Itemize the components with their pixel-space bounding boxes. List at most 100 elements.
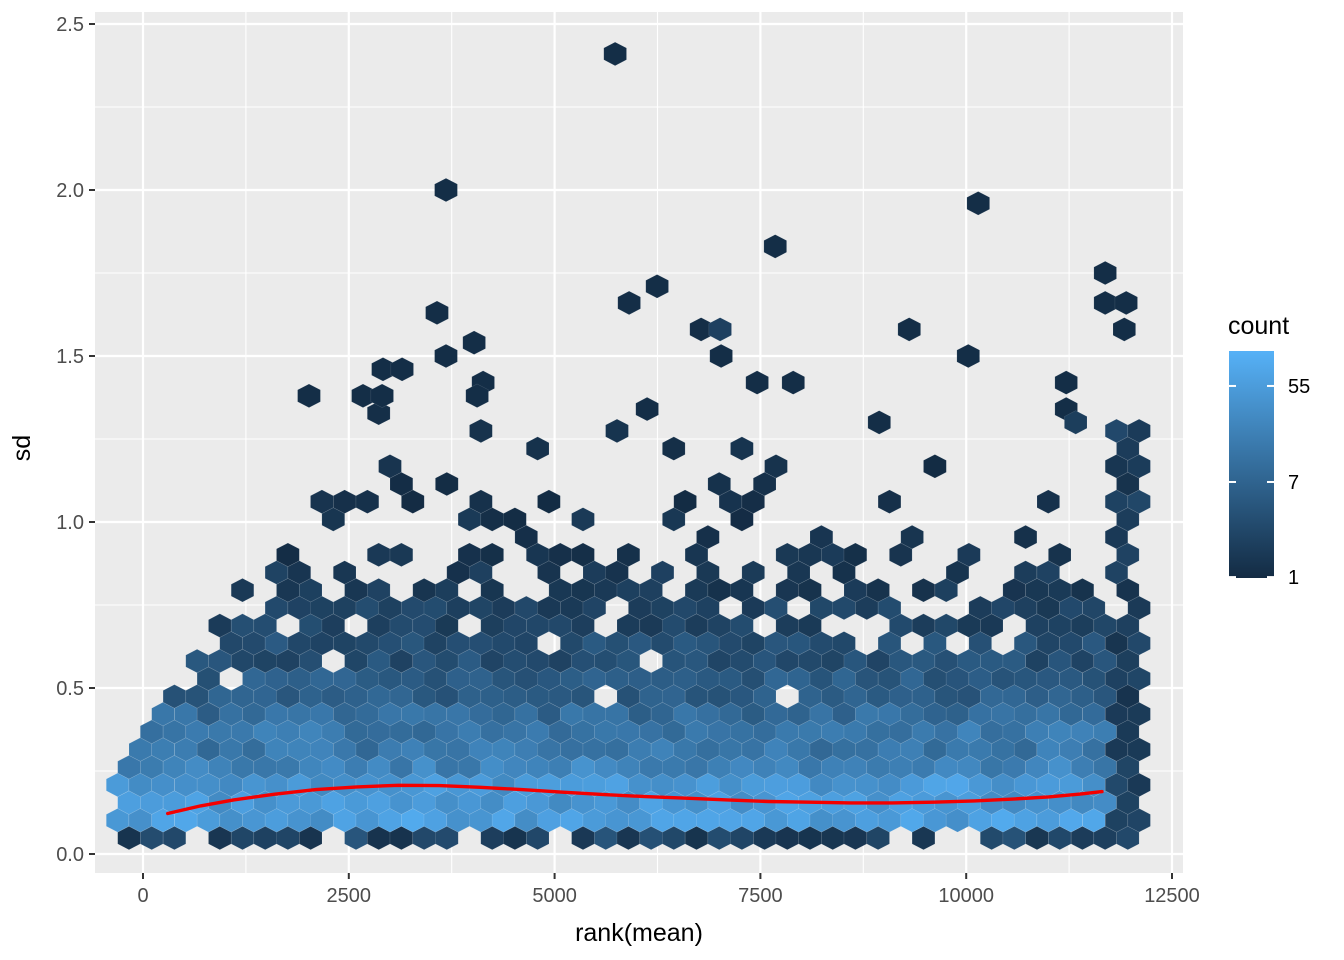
hex <box>378 454 402 479</box>
hex <box>897 317 921 342</box>
hex <box>809 524 834 550</box>
hex <box>525 436 550 461</box>
hex <box>390 357 414 382</box>
hex <box>709 343 733 369</box>
hex <box>707 471 731 497</box>
y-tick-label: 0.0 <box>56 844 84 866</box>
hex <box>1064 410 1088 435</box>
hex <box>1127 418 1151 444</box>
y-tick-label: 2.5 <box>56 14 84 36</box>
hex <box>1013 666 1038 691</box>
hex <box>866 578 890 603</box>
hex <box>1054 370 1078 395</box>
hex <box>389 542 414 567</box>
hex <box>276 542 300 567</box>
hex <box>741 560 765 585</box>
hex <box>843 542 868 567</box>
smooth-line <box>166 783 1104 816</box>
legend-tick-label: 1 <box>1288 567 1299 589</box>
hex <box>1112 317 1136 342</box>
hex <box>645 274 669 299</box>
hex <box>1013 701 1038 727</box>
hex <box>435 578 459 603</box>
legend-tick-label: 7 <box>1288 472 1299 494</box>
hex <box>650 560 675 585</box>
hex <box>106 808 130 833</box>
hex <box>1048 542 1072 567</box>
legend: count 55 7 1 <box>1228 312 1310 589</box>
y-tick-label: 1.0 <box>56 512 84 534</box>
hex <box>1036 489 1060 514</box>
hex <box>571 507 595 532</box>
x-tick-label: 12500 <box>1144 885 1200 907</box>
hex <box>934 578 958 603</box>
hex <box>297 383 321 408</box>
hex <box>366 401 391 426</box>
x-tick-label: 10000 <box>938 885 994 907</box>
hex <box>435 471 459 497</box>
hex <box>503 507 527 532</box>
hex <box>867 410 891 435</box>
x-tick-label: 2500 <box>327 885 372 907</box>
hex <box>877 489 902 514</box>
y-tick-label: 1.5 <box>56 346 84 368</box>
x-tick-label: 7500 <box>738 885 783 907</box>
hex <box>696 524 720 550</box>
legend-title: count <box>1228 312 1289 340</box>
hex <box>616 542 641 567</box>
hex <box>465 383 489 408</box>
x-axis-title: rank(mean) <box>575 919 703 947</box>
hex <box>462 330 486 355</box>
hex <box>366 578 391 603</box>
x-tick-label: 5000 <box>532 885 577 907</box>
hexbin-layer <box>106 41 1151 851</box>
y-tick-label: 2.0 <box>56 180 84 202</box>
hex <box>832 631 856 656</box>
hex <box>1114 290 1138 316</box>
y-axis-title: sd <box>8 435 36 461</box>
hex <box>1013 808 1038 833</box>
hex <box>230 578 255 603</box>
hex <box>332 560 357 585</box>
hex <box>730 436 754 461</box>
hex <box>480 578 504 603</box>
hex <box>1013 631 1038 656</box>
hex <box>151 701 175 727</box>
hex <box>434 343 458 369</box>
hex <box>1093 260 1117 286</box>
hex <box>185 648 209 674</box>
hex <box>764 595 788 621</box>
hex <box>745 370 769 395</box>
legend-tick-label: 55 <box>1288 376 1310 398</box>
hex <box>900 524 924 550</box>
hex <box>434 177 458 203</box>
legend-ticks <box>1229 384 1274 579</box>
hex <box>1036 560 1060 585</box>
hex <box>763 234 787 259</box>
hex <box>1082 595 1106 621</box>
x-tick-label: 0 <box>137 885 148 907</box>
hex <box>877 631 902 656</box>
axes: 0 2500 5000 7500 10000 12500 0.0 0.5 1.0 1.5 2.0 2.… <box>56 14 1200 907</box>
y-tick-label: 0.5 <box>56 678 84 700</box>
hex <box>480 542 504 567</box>
hex <box>708 317 732 342</box>
hex <box>425 300 449 325</box>
hex <box>106 772 130 798</box>
hex <box>1048 578 1072 603</box>
hex <box>370 383 394 408</box>
hex <box>635 396 659 422</box>
hex <box>956 343 980 369</box>
hex <box>957 542 981 567</box>
hex <box>469 418 493 444</box>
hex <box>605 418 629 444</box>
hex <box>923 454 947 479</box>
legend-labels: 55 7 1 <box>1288 376 1310 589</box>
hex <box>662 436 686 461</box>
hex <box>966 191 990 216</box>
hex <box>1013 737 1038 762</box>
hex <box>1013 595 1038 621</box>
hex <box>617 290 641 316</box>
